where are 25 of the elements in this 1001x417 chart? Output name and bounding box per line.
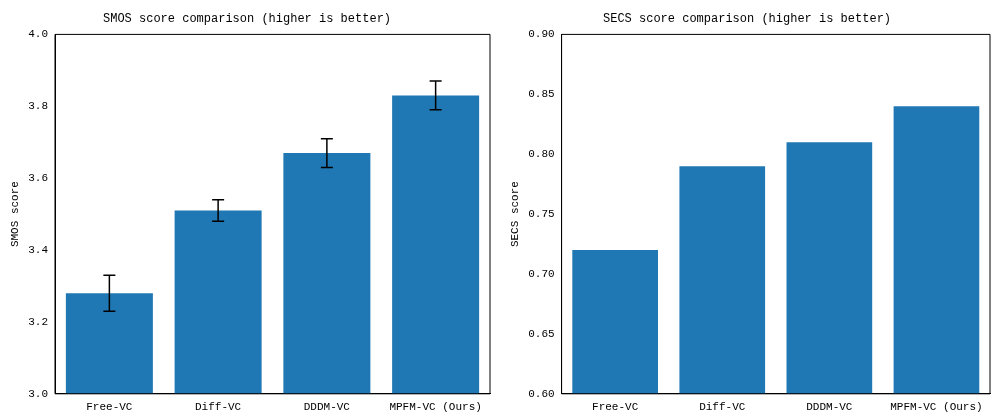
y-tick-label: 0.65 [528,327,555,340]
y-tick-label: 3.0 [28,387,48,400]
x-tick-label: Diff-VC [699,401,746,414]
x-tick-label: Free-VC [592,401,639,414]
x-tick-label: MPFM-VC (Ours) [389,401,482,414]
y-tick-label: 0.75 [528,208,555,221]
x-tick-label: MPFM-VC (Ours) [890,401,983,414]
y-tick-label: 0.70 [528,267,555,280]
chart-title: SMOS score comparison (higher is better) [102,12,392,27]
x-tick-label: DDDM-VC [303,401,351,414]
y-tick-label: 0.90 [528,28,555,41]
y-tick-label: 3.4 [28,243,49,256]
y-tick-label: 0.85 [528,88,555,101]
x-tick-label: Free-VC [86,401,133,414]
y-tick-label: 3.2 [28,315,48,328]
x-tick-label: DDDM-VC [806,401,853,414]
y-tick-label: 4.0 [28,28,48,41]
x-tick-label: Diff-VC [195,401,242,414]
y-axis-title: SMOS score [8,181,21,248]
y-tick-label: 0.80 [528,148,555,161]
y-tick-label: 3.8 [28,100,48,113]
y-tick-label: 0.60 [528,387,555,400]
y-tick-label: 3.6 [28,172,48,185]
chart-title: SECS score comparison (higher is better) [602,12,892,27]
y-axis-title: SECS score [508,181,521,248]
